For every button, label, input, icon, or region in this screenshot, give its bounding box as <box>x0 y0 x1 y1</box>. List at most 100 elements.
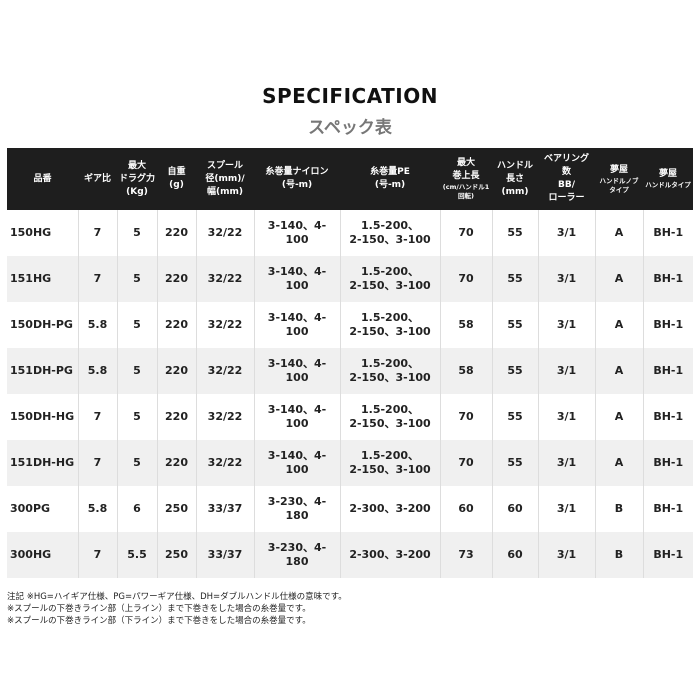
cell-line: 1.5-200、 <box>360 219 419 232</box>
table-cell: B <box>594 532 643 578</box>
table-cell: 3/1 <box>537 394 595 440</box>
table-cell: A <box>594 440 643 486</box>
table-cell: 151DH-PG <box>7 348 78 394</box>
table-cell: 3-140、4-100 <box>253 348 340 394</box>
table-cell: 5.8 <box>77 302 117 348</box>
table-row: 151DH-HG 7 5 220 32/22 3-140、4-100 1.5-200、 2-1… <box>7 440 693 486</box>
table-cell: 3-140、4-100 <box>253 256 340 302</box>
table-cell: 220 <box>156 302 196 348</box>
table-cell: 150HG <box>10 226 52 239</box>
column-header: 夢屋 ハンドルタイプ <box>643 148 693 210</box>
table-cell: A <box>594 348 643 394</box>
column-header: 品番 <box>7 148 78 210</box>
table-cell: 150DH-PG <box>10 318 73 331</box>
table-cell: 150DH-HG <box>10 410 75 423</box>
table-cell: 55 <box>491 256 538 302</box>
table-cell: 70 <box>439 394 492 440</box>
column-header: スプール 径(mm)/ 幅(mm) <box>196 148 254 210</box>
column-header-line: 巻上長 <box>452 171 480 181</box>
column-header-line: 自重 <box>167 167 186 177</box>
column-header-line: 糸巻量ナイロン <box>265 167 329 177</box>
cell-line: 1.5-200、 <box>360 265 419 278</box>
table-cell: 33/37 <box>195 486 254 532</box>
table-cell: 3/1 <box>537 440 595 486</box>
cell-line: 2-150、3-100 <box>349 279 431 292</box>
table-cell: 7 <box>77 532 117 578</box>
column-header-line: 最大 <box>456 158 475 168</box>
table-cell: 300PG <box>10 502 51 515</box>
table-cell: 1.5-200、 2-150、3-100 <box>339 256 440 302</box>
cell-line: 2-300、3-200 <box>349 502 431 515</box>
column-header-line: 径(mm)/ <box>205 173 245 184</box>
table-cell: 3-140、4-100 <box>253 210 340 256</box>
table-cell: 3-140、4-100 <box>253 302 340 348</box>
table-cell: 2-300、3-200 <box>339 486 440 532</box>
table-cell: 55 <box>491 302 538 348</box>
column-header-line: (号-m) <box>281 180 313 190</box>
page-subtitle: スペック表 <box>308 118 392 138</box>
column-header-line: 長さ <box>505 173 524 184</box>
column-header: 糸巻量ナイロン (号-m) <box>254 148 340 210</box>
column-header-line: 品番 <box>33 173 52 184</box>
table-cell: A <box>594 256 643 302</box>
column-header-line: (号-m) <box>374 180 406 190</box>
table-header-row: 品番 ギア比 最大 ドラグ力 (Kg) 自重 (g) スプール 径(mm)/ 幅(mm) 糸巻量ナイ… <box>7 148 693 210</box>
table-cell: B <box>594 486 643 532</box>
table-cell: 55 <box>491 210 538 256</box>
table-cell: A <box>594 210 643 256</box>
table-cell: 3-140、4-100 <box>253 440 340 486</box>
spec-table: 品番 ギア比 最大 ドラグ力 (Kg) 自重 (g) スプール 径(mm)/ 幅(mm) 糸巻量ナイ… <box>7 148 693 578</box>
table-cell: 60 <box>439 486 492 532</box>
column-header: ハンドル長さ (mm) <box>492 148 538 210</box>
column-header: 自重 (g) <box>157 148 196 210</box>
table-cell: 5 <box>116 302 157 348</box>
table-cell: 5.5 <box>116 532 157 578</box>
column-header-line: (mm) <box>501 186 529 197</box>
table-cell: 32/22 <box>195 348 254 394</box>
table-cell: 7 <box>77 394 117 440</box>
table-cell: 32/22 <box>195 302 254 348</box>
table-cell: 3/1 <box>537 486 595 532</box>
table-row: 300PG 5.8 6 250 33/37 3-230、4-180 2-300、3-200 6… <box>7 486 693 532</box>
table-cell: 60 <box>491 532 538 578</box>
table-cell: 5 <box>116 256 157 302</box>
table-cell: A <box>594 302 643 348</box>
table-cell: 7 <box>77 210 117 256</box>
cell-line: 2-300、3-200 <box>349 548 431 561</box>
table-cell: 55 <box>491 348 538 394</box>
table-cell: 5 <box>116 348 157 394</box>
table-cell: 1.5-200、 2-150、3-100 <box>339 440 440 486</box>
table-cell: BH-1 <box>642 440 693 486</box>
table-cell: 250 <box>156 486 196 532</box>
table-cell: 250 <box>156 532 196 578</box>
table-cell: BH-1 <box>642 532 693 578</box>
table-cell: 3-230、4-180 <box>253 486 340 532</box>
table-cell: BH-1 <box>642 210 693 256</box>
table-cell: 70 <box>439 440 492 486</box>
table-cell: 3/1 <box>537 348 595 394</box>
table-cell: 151DH-HG <box>7 440 78 486</box>
table-cell: 220 <box>156 348 196 394</box>
cell-line: 2-150、3-100 <box>349 371 431 384</box>
table-cell: 220 <box>156 440 196 486</box>
column-header-line: (g) <box>169 180 184 190</box>
table-cell: 55 <box>491 440 538 486</box>
table-cell: BH-1 <box>642 486 693 532</box>
column-header-line: 幅(mm) <box>207 186 243 197</box>
cell-line: 2-150、3-100 <box>349 325 431 338</box>
table-cell: 220 <box>156 256 196 302</box>
column-header-line: ベアリング数 <box>543 154 589 177</box>
table-row: 150HG 7 5 220 32/22 3-140、4-100 1.5-200、 2-150、… <box>7 210 693 256</box>
table-row: 151DH-PG 5.8 5 220 32/22 3-140、4-100 1.5-200、 2… <box>7 348 693 394</box>
table-cell: 55 <box>491 394 538 440</box>
column-header: ギア比 <box>78 148 117 210</box>
table-cell: 3/1 <box>537 210 595 256</box>
cell-line: 1.5-200、 <box>360 449 419 462</box>
column-header-note: ハンドルタイプ <box>645 181 691 189</box>
column-header-line: ハンドル <box>496 160 533 171</box>
cell-line: 2-150、3-100 <box>349 233 431 246</box>
table-cell: 32/22 <box>195 210 254 256</box>
table-cell: 5.8 <box>77 486 117 532</box>
notes: 注記 ※HG=ハイギア仕様、PG=パワーギア仕様、DH=ダブルハンドル仕様の意味… <box>7 591 347 627</box>
table-cell: 7 <box>77 256 117 302</box>
